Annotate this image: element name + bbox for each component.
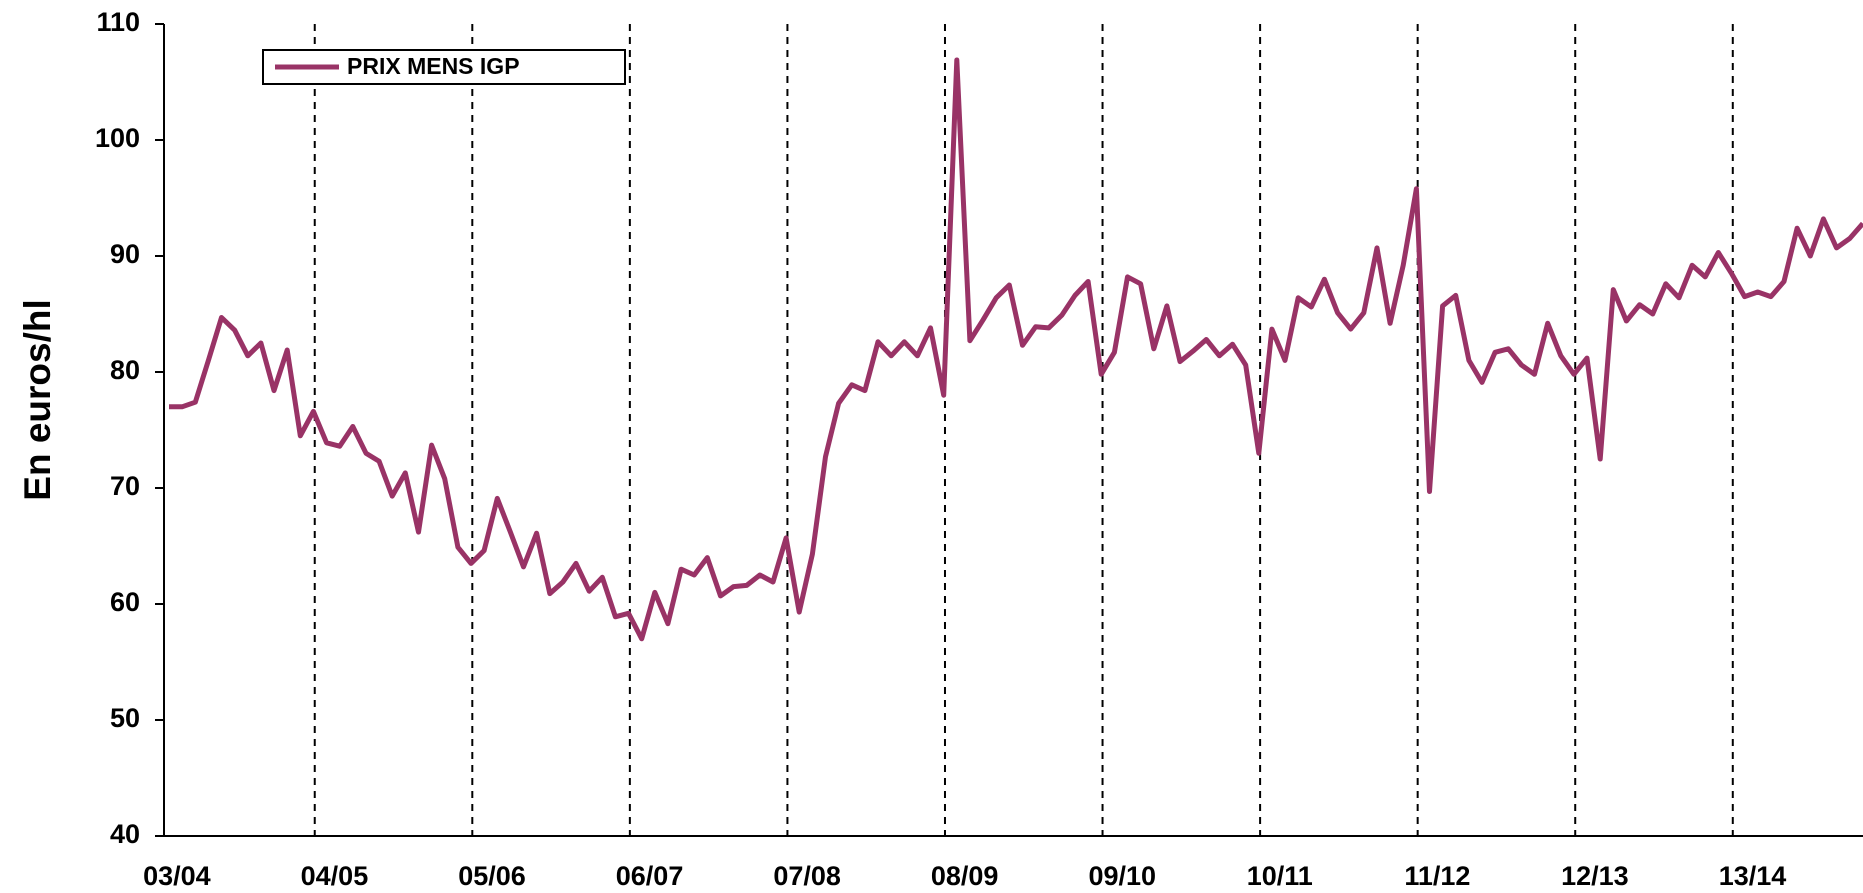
y-axis-label: En euros/hl <box>17 299 58 500</box>
legend-label: PRIX MENS IGP <box>347 53 520 79</box>
data-line <box>169 57 1863 642</box>
x-tick-label: 13/14 <box>1719 861 1787 891</box>
y-tick-label: 40 <box>110 819 140 849</box>
y-tick-label: 50 <box>110 703 140 733</box>
x-tick-label: 11/12 <box>1404 861 1470 891</box>
y-tick-label: 70 <box>110 471 140 501</box>
x-tick-label: 09/10 <box>1088 861 1156 891</box>
x-tick-label: 05/06 <box>458 861 526 891</box>
y-tick-label: 60 <box>110 587 140 617</box>
x-tick-label: 03/04 <box>143 861 211 891</box>
x-tick-label: 04/05 <box>301 861 369 891</box>
y-tick-label: 90 <box>110 239 140 269</box>
y-tick-label: 100 <box>95 123 140 153</box>
y-tick-label: 80 <box>110 355 140 385</box>
x-tick-label: 06/07 <box>616 861 684 891</box>
y-tick-label: 110 <box>96 7 140 37</box>
x-tick-label: 10/11 <box>1247 861 1313 891</box>
x-tick-label: 12/13 <box>1561 861 1629 891</box>
x-tick-label: 08/09 <box>931 861 999 891</box>
x-tick-label: 07/08 <box>773 861 841 891</box>
